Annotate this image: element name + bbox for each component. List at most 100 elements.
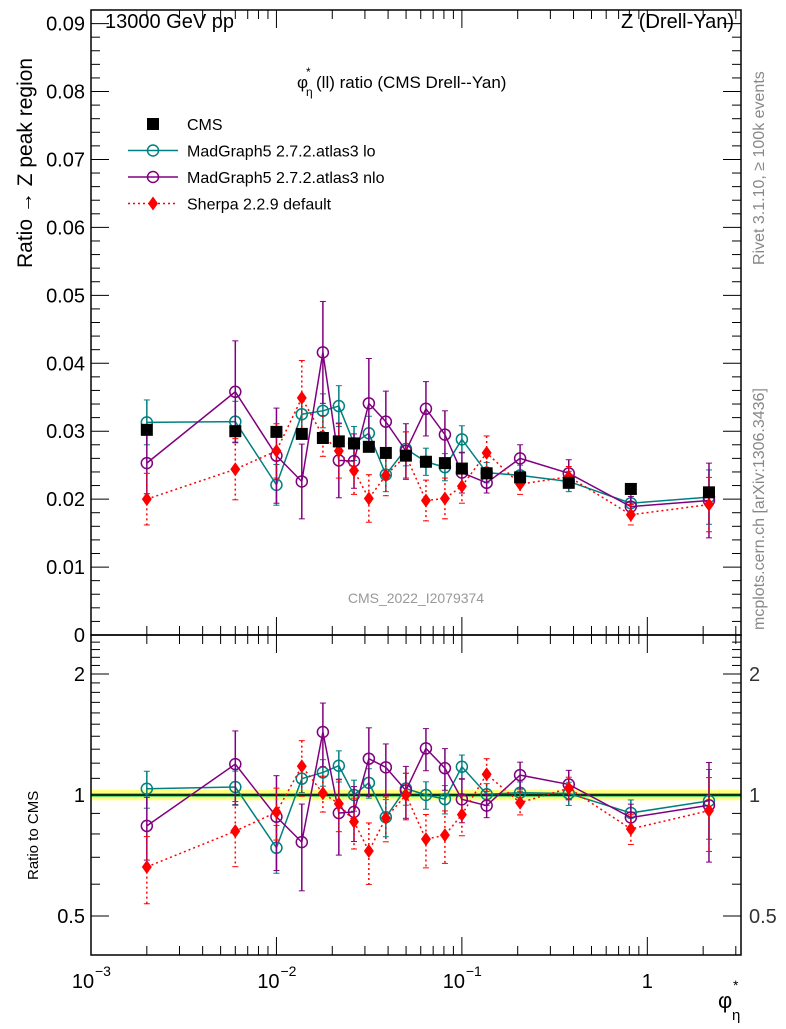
title-rest: (ll) ratio (CMS Drell--Yan) bbox=[316, 73, 506, 92]
x-tick-label: 10 −1 bbox=[443, 963, 482, 993]
legend-entry: MadGraph5 2.7.2.atlas3 nlo bbox=[128, 170, 385, 187]
ratio-point bbox=[625, 821, 636, 836]
y-tick-label: 0.04 bbox=[46, 353, 85, 375]
ratio-point bbox=[703, 803, 714, 818]
main-point bbox=[332, 399, 346, 413]
ratio-point bbox=[296, 759, 307, 774]
main-point bbox=[296, 390, 307, 405]
main-point bbox=[514, 471, 527, 484]
main-point bbox=[349, 463, 360, 478]
series-cms bbox=[140, 423, 715, 499]
x-tick-base: 1 bbox=[642, 971, 653, 993]
main-point bbox=[702, 486, 715, 499]
x-tick-exp: −3 bbox=[95, 963, 111, 979]
main-point bbox=[481, 445, 492, 460]
main-point bbox=[140, 423, 153, 436]
ratio-point bbox=[140, 819, 154, 833]
main-point bbox=[438, 457, 451, 470]
legend-label: Sherpa 2.2.9 default bbox=[187, 197, 332, 214]
ratio-point bbox=[295, 835, 309, 849]
main-point bbox=[316, 346, 330, 359]
xlabel-phi: φ bbox=[718, 988, 732, 1013]
main-point bbox=[348, 437, 361, 450]
main-point bbox=[333, 443, 344, 458]
legend-entry: MadGraph5 2.7.2.atlas3 lo bbox=[128, 144, 376, 161]
ratio-point bbox=[439, 828, 450, 843]
main-point bbox=[230, 462, 241, 477]
ratio-point bbox=[481, 767, 492, 782]
y-tick-label: 0.07 bbox=[46, 149, 85, 171]
y-tick-label: 0.02 bbox=[46, 489, 85, 511]
title-eta: η bbox=[306, 85, 313, 99]
ratio-point bbox=[230, 824, 241, 839]
rivet-label: Rivet 3.1.10, ≥ 100k events bbox=[751, 71, 768, 265]
ratio-point bbox=[271, 805, 282, 820]
main-point bbox=[456, 479, 467, 494]
ratio-point bbox=[400, 788, 411, 802]
x-tick-base: 10 bbox=[257, 971, 279, 993]
ratio-point bbox=[332, 759, 346, 772]
main-point bbox=[419, 455, 432, 468]
x-tick-exp: −2 bbox=[280, 963, 296, 979]
x-tick-label: 10 −2 bbox=[257, 963, 296, 993]
main-point bbox=[625, 507, 636, 522]
ratio-y-tick-label-right: 1 bbox=[749, 785, 760, 807]
legend-marker bbox=[146, 170, 160, 184]
main-point bbox=[140, 456, 154, 470]
main-point bbox=[624, 482, 637, 495]
x-tick-base: 10 bbox=[72, 971, 94, 993]
main-point bbox=[295, 475, 309, 488]
ratio-point bbox=[141, 859, 152, 874]
ratio-point bbox=[140, 782, 154, 796]
ratio-point bbox=[456, 807, 467, 822]
main-point bbox=[379, 446, 392, 459]
ratio-y-tick-label: 1 bbox=[74, 785, 85, 807]
main-point bbox=[513, 452, 527, 465]
main-point bbox=[419, 402, 433, 416]
legend-label: MadGraph5 2.7.2.atlas3 nlo bbox=[187, 170, 385, 187]
main-point bbox=[363, 491, 374, 506]
legend-marker bbox=[147, 118, 159, 130]
main-point bbox=[455, 462, 468, 475]
ratio-point bbox=[362, 752, 376, 765]
ratio-point bbox=[513, 768, 527, 782]
plot-title: φ * η (ll) ratio (CMS Drell--Yan) bbox=[297, 65, 506, 99]
ratio-point bbox=[563, 781, 574, 796]
header-right: Z (Drell-Yan) bbox=[621, 11, 734, 33]
main-point bbox=[480, 467, 493, 480]
main-point bbox=[271, 443, 282, 458]
ratio-point bbox=[420, 832, 431, 847]
ratio-line-madgraph5-2-7-2-atlas3-lo bbox=[146, 764, 710, 850]
legend-entry: CMS bbox=[147, 117, 223, 134]
main-line-madgraph5-2-7-2-atlas3-lo bbox=[146, 405, 710, 504]
main-point bbox=[380, 468, 391, 483]
xlabel-eta: η bbox=[732, 1007, 740, 1024]
watermark: CMS_2022_I2079374 bbox=[348, 590, 484, 606]
y-tick-label: 0.01 bbox=[46, 557, 85, 579]
main-point bbox=[316, 431, 329, 444]
ratio-point bbox=[363, 844, 374, 859]
main-point bbox=[420, 493, 431, 508]
legend-label: MadGraph5 2.7.2.atlas3 lo bbox=[187, 144, 376, 161]
main-point bbox=[362, 440, 375, 453]
title-phi: φ bbox=[297, 73, 308, 92]
main-point bbox=[562, 476, 575, 489]
main-point bbox=[439, 491, 450, 506]
main-point bbox=[141, 492, 152, 507]
main-point bbox=[438, 428, 452, 441]
ratio-point bbox=[455, 760, 469, 774]
main-point bbox=[703, 497, 714, 512]
legend-marker bbox=[146, 144, 160, 157]
ratio-point bbox=[380, 810, 391, 825]
svg-text:φ: φ bbox=[297, 73, 308, 92]
legend-entry: Sherpa 2.2.9 default bbox=[128, 196, 332, 214]
main-frame bbox=[90, 9, 742, 636]
y-tick-label: 0 bbox=[74, 625, 85, 647]
x-tick-base: 10 bbox=[443, 971, 465, 993]
header-left: 13000 GeV pp bbox=[105, 11, 234, 33]
ratio-point bbox=[333, 796, 344, 811]
ratio-point bbox=[349, 814, 360, 829]
main-point bbox=[332, 435, 345, 448]
series-sherpa-2-2-9-default bbox=[141, 360, 714, 905]
